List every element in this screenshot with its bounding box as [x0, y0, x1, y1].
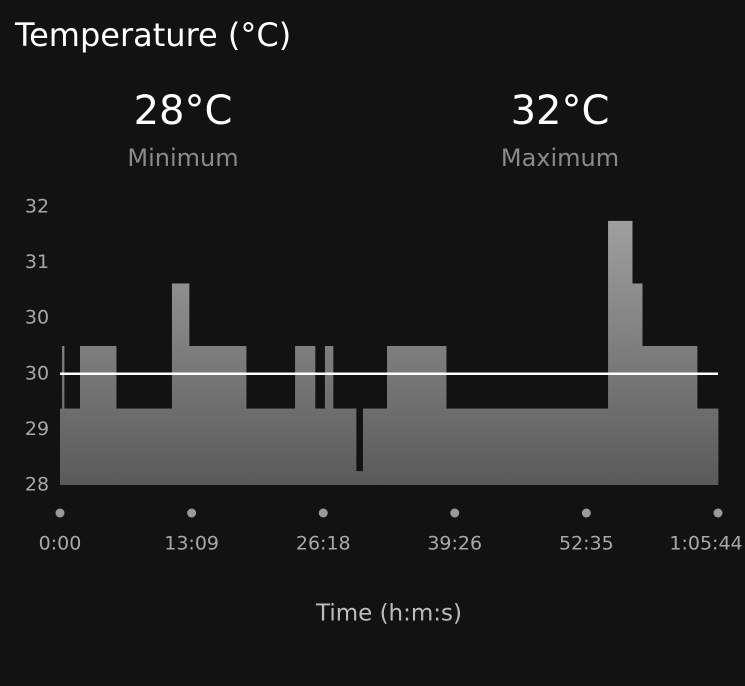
step-segment	[60, 408, 63, 485]
step-segment	[324, 346, 334, 485]
step-segment	[696, 408, 719, 485]
chart-title: Temperature (°C)	[14, 16, 291, 54]
x-tick-dot	[713, 508, 723, 518]
x-tick-label: 52:35	[559, 533, 614, 555]
step-segment	[171, 283, 190, 485]
step-segment	[386, 346, 447, 485]
y-tick-label: 28	[25, 474, 49, 496]
step-segment	[355, 471, 364, 485]
x-tick-label: 39:26	[427, 533, 482, 555]
y-tick-label: 30	[25, 362, 49, 384]
x-tick-dot	[55, 508, 65, 518]
step-segment	[642, 346, 698, 485]
step-segment	[64, 408, 81, 485]
x-tick-label: 13:09	[164, 533, 219, 555]
y-tick-label: 30	[25, 307, 49, 329]
step-segment	[80, 346, 117, 485]
step-segment	[608, 220, 633, 485]
x-tick-dot	[450, 508, 460, 518]
step-segment	[188, 346, 247, 485]
stat-label: Minimum	[127, 144, 238, 172]
x-axis-title: Time (h:m:s)	[315, 601, 462, 627]
step-segment	[62, 346, 65, 485]
step-segment	[295, 346, 316, 485]
y-tick-label: 29	[25, 418, 49, 440]
stat-value: 28°C	[134, 88, 233, 134]
x-tick-dot	[581, 508, 591, 518]
y-tick-label: 31	[25, 251, 49, 273]
y-tick-label: 32	[25, 196, 49, 218]
step-segment	[314, 408, 326, 485]
stat-value: 32°C	[511, 88, 610, 134]
x-tick-label: 1:05:44	[669, 533, 742, 555]
x-tick-dot	[187, 508, 197, 518]
step-segment	[116, 408, 173, 485]
step-segment	[446, 408, 609, 485]
step-segment	[632, 283, 643, 485]
step-segment	[246, 408, 296, 485]
stat-label: Maximum	[501, 144, 619, 172]
step-segment	[332, 408, 357, 485]
x-tick-label: 0:00	[39, 533, 82, 555]
x-tick-label: 26:18	[296, 533, 351, 555]
step-segment	[362, 408, 388, 485]
x-tick-dot	[318, 508, 328, 518]
